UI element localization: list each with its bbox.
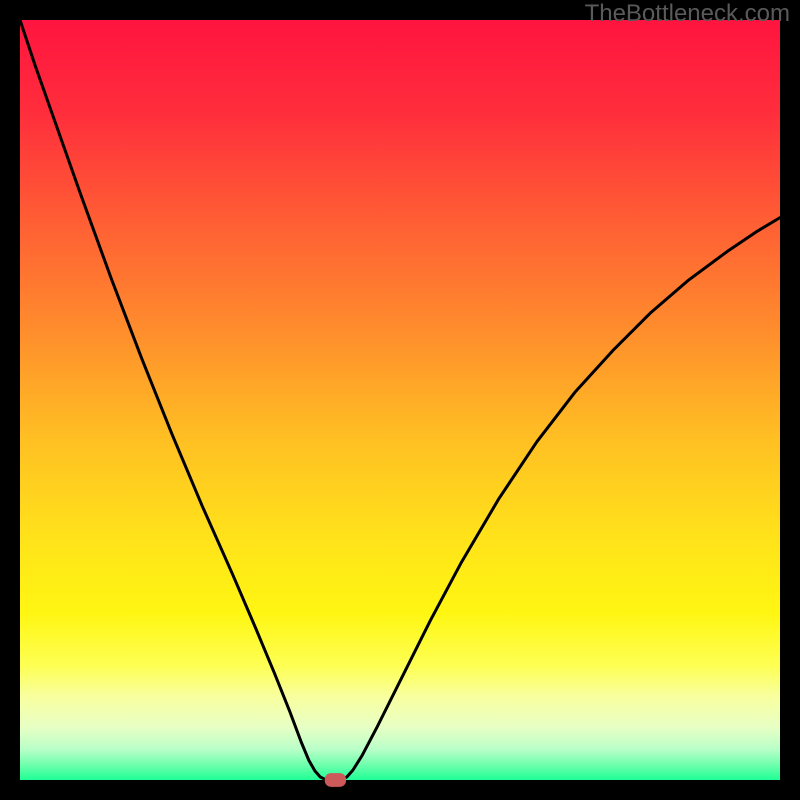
chart-frame: TheBottleneck.com — [0, 0, 800, 800]
optimum-marker — [325, 773, 346, 787]
chart-svg — [0, 0, 800, 800]
watermark: TheBottleneck.com — [585, 0, 790, 28]
watermark-text: TheBottleneck.com — [585, 0, 790, 27]
